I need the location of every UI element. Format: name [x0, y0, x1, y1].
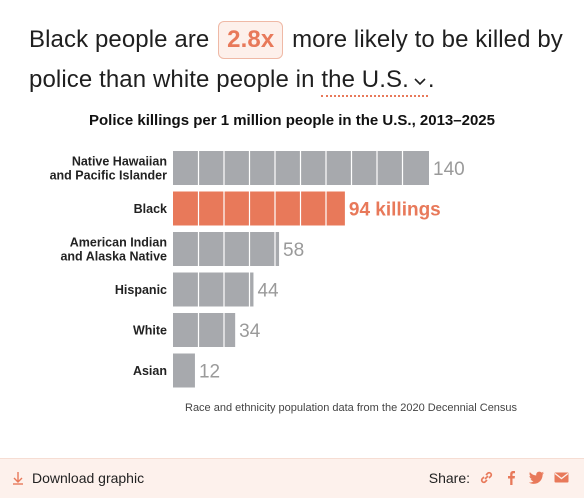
link-icon[interactable]: [478, 469, 495, 486]
value-label: 94 killings: [349, 200, 441, 221]
bar-5: [173, 353, 195, 388]
twitter-icon[interactable]: [528, 469, 545, 486]
value-label: 12: [199, 362, 220, 383]
category-label: American Indian and Alaska Native: [60, 236, 167, 264]
chart-title: Police killings per 1 million people in …: [89, 112, 495, 129]
bar-1: [173, 191, 345, 226]
bar-chart: Native Hawaiian and Pacific Islander 140 Bl…: [50, 151, 465, 388]
headline-text-2: more likely to be killed by police than …: [29, 26, 563, 93]
share-group: Share:: [429, 469, 570, 486]
bar-4: [173, 313, 236, 347]
footer-bar: Download graphic Share:: [0, 458, 584, 498]
download-arrow-icon: [13, 472, 23, 485]
location-selector[interactable]: the U.S.: [321, 65, 428, 97]
category-label: Native Hawaiian and Pacific Islander: [50, 155, 168, 183]
facebook-icon[interactable]: [503, 469, 520, 486]
headline: Black people are 2.8x more likely to be …: [29, 20, 569, 100]
bar-3: [173, 272, 254, 307]
value-label: 140: [433, 159, 465, 180]
category-label: Hispanic: [115, 283, 167, 297]
chevron-down-icon: [414, 78, 426, 85]
share-label: Share:: [428, 469, 470, 486]
download-label: Download graphic: [32, 470, 145, 486]
category-label: Asian: [133, 364, 167, 378]
value-label: 34: [239, 321, 261, 342]
location-label: the U.S.: [321, 66, 409, 93]
category-label: White: [133, 324, 167, 338]
headline-end: .: [427, 66, 435, 93]
category-label: Black: [134, 202, 167, 216]
value-label: 58: [283, 240, 304, 261]
email-icon[interactable]: [553, 469, 570, 486]
bar-2: [173, 232, 280, 266]
download-button[interactable]: Download graphic: [12, 470, 144, 486]
source-note: Race and ethnicity population data from …: [185, 402, 518, 414]
value-label: 44: [257, 281, 279, 302]
ratio-badge: 2.8x: [218, 21, 284, 59]
headline-text-1: Black people are: [29, 26, 210, 53]
